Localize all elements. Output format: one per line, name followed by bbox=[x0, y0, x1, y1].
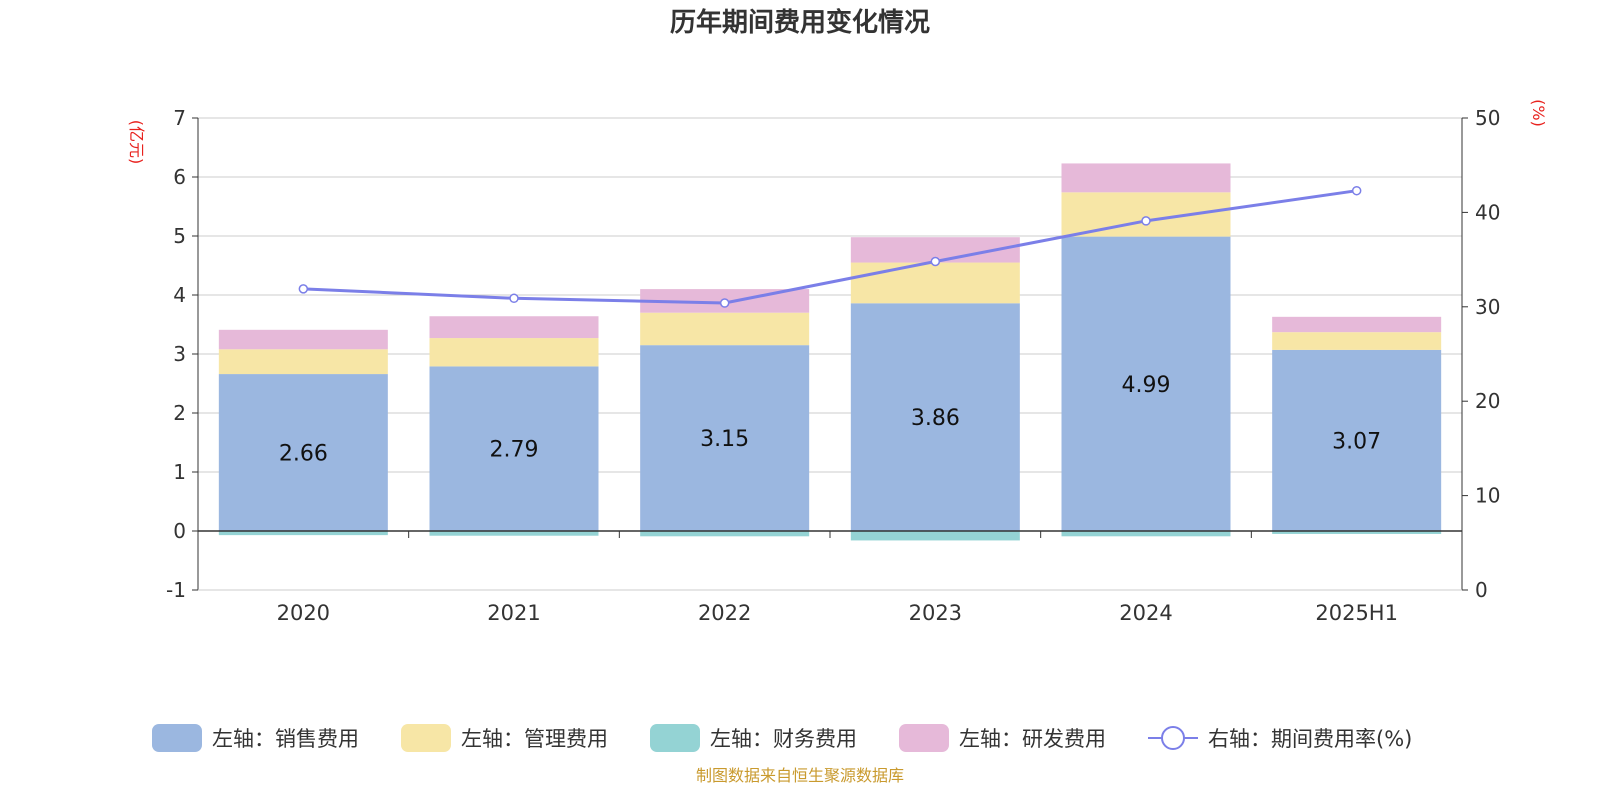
x-tick-label: 2023 bbox=[909, 601, 962, 625]
line-point bbox=[1141, 216, 1151, 226]
bar bbox=[429, 531, 599, 536]
bar bbox=[1061, 236, 1231, 531]
bar bbox=[1061, 531, 1231, 537]
bar bbox=[1061, 192, 1231, 237]
rate-line bbox=[303, 189, 1357, 305]
x-tick-label: 2022 bbox=[698, 601, 751, 625]
left-tick-label: 0 bbox=[173, 519, 186, 543]
left-tick-label: 1 bbox=[173, 460, 186, 484]
right-tick-label: 30 bbox=[1475, 295, 1500, 319]
bar bbox=[429, 338, 599, 367]
axes: -1 0 1 2 3 4 5 6 7 0 10 20 30 40 50 2020 2021 2022 2023 202… bbox=[166, 106, 1500, 625]
bar bbox=[218, 374, 388, 531]
left-tick-label: 2 bbox=[173, 401, 186, 425]
line-point bbox=[930, 256, 941, 267]
right-tick-label: 0 bbox=[1475, 578, 1488, 602]
chart-title: 历年期间费用变化情况 bbox=[670, 7, 930, 38]
bar bbox=[1272, 316, 1442, 333]
data-label: 3.86 bbox=[911, 406, 960, 431]
bar bbox=[218, 531, 388, 536]
source-note: 制图数据来自恒生聚源数据库 bbox=[696, 766, 904, 785]
legend[interactable]: 左轴：销售费用 左轴：管理费用 左轴：财务费用 左轴：研发费用 右轴：期间费用率(%) bbox=[152, 724, 1412, 752]
bar bbox=[850, 303, 1020, 531]
legend-swatch bbox=[650, 724, 700, 752]
left-tick-label: 4 bbox=[173, 283, 186, 307]
legend-label: 右轴：期间费用率(%) bbox=[1208, 727, 1412, 751]
legend-swatch bbox=[401, 724, 451, 752]
x-tick-label: 2021 bbox=[487, 601, 540, 625]
left-tick-label: 6 bbox=[173, 165, 186, 189]
line-point bbox=[719, 298, 730, 308]
bar bbox=[429, 316, 599, 339]
legend-label: 左轴：管理费用 bbox=[461, 727, 608, 751]
bar bbox=[640, 531, 810, 537]
left-tick-label: 3 bbox=[173, 342, 186, 366]
data-label: 3.07 bbox=[1332, 429, 1381, 454]
bar bbox=[850, 262, 1020, 304]
bar bbox=[640, 312, 810, 346]
bar bbox=[850, 531, 1020, 541]
bar bbox=[218, 329, 388, 350]
right-tick-label: 10 bbox=[1475, 484, 1500, 508]
line-point bbox=[1351, 185, 1362, 196]
right-tick-label: 50 bbox=[1475, 106, 1500, 130]
line-series bbox=[298, 185, 1362, 308]
bar bbox=[429, 366, 599, 531]
left-tick-label: 7 bbox=[173, 106, 186, 130]
data-label: 4.99 bbox=[1122, 373, 1171, 398]
x-tick-label: 2024 bbox=[1119, 601, 1172, 625]
legend-swatch bbox=[152, 724, 202, 752]
x-tick-label: 2025H1 bbox=[1315, 601, 1398, 625]
legend-marker bbox=[1161, 726, 1185, 750]
legend-label: 左轴：销售费用 bbox=[212, 727, 359, 751]
right-tick-label: 40 bbox=[1475, 200, 1500, 224]
legend-label: 左轴：研发费用 bbox=[959, 727, 1106, 751]
data-label: 2.79 bbox=[490, 438, 539, 463]
bar bbox=[1061, 163, 1231, 193]
line-point bbox=[298, 284, 309, 294]
bar bbox=[640, 345, 810, 531]
left-tick-label: -1 bbox=[166, 578, 186, 602]
data-label: 3.15 bbox=[700, 427, 749, 452]
legend-label: 左轴：财务费用 bbox=[710, 727, 857, 751]
bar bbox=[1272, 332, 1442, 350]
left-axis-unit: (亿元) bbox=[127, 120, 146, 165]
x-tick-label: 2020 bbox=[277, 601, 330, 625]
bar bbox=[1272, 531, 1442, 534]
legend-swatch bbox=[899, 724, 949, 752]
data-labels: 2.66 2.79 3.15 3.86 4.99 3.07 bbox=[279, 373, 1381, 467]
bar bbox=[218, 349, 388, 375]
right-tick-label: 20 bbox=[1475, 389, 1500, 413]
left-tick-label: 5 bbox=[173, 224, 186, 248]
bar-series bbox=[218, 163, 1442, 541]
right-axis-unit: (%) bbox=[1529, 99, 1548, 127]
line-point bbox=[509, 293, 519, 304]
bar bbox=[1272, 349, 1442, 531]
data-label: 2.66 bbox=[279, 442, 328, 467]
